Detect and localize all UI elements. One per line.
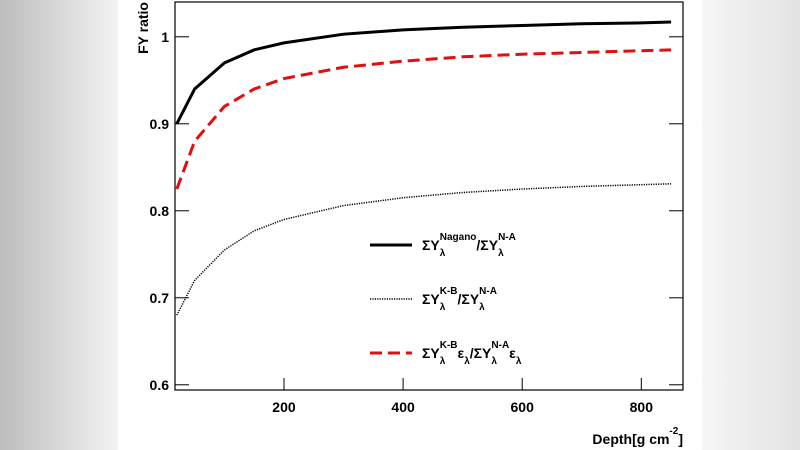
sub-part: λ <box>464 356 470 367</box>
text-part: ΣY <box>422 237 440 253</box>
text-part: Depth[g cm <box>592 431 669 447</box>
x-tick-label: 400 <box>391 399 415 415</box>
backdrop-right <box>700 0 800 450</box>
text-part: ΣY <box>422 345 440 361</box>
y-tick-label: 0.6 <box>150 377 170 393</box>
sub-part: λ <box>440 302 446 313</box>
y-axis-title: FY ratio <box>135 2 151 54</box>
figure-bg <box>118 0 702 450</box>
y-tick-label: 1 <box>161 29 169 45</box>
text-part: ε <box>509 345 516 361</box>
x-tick-label: 600 <box>511 399 535 415</box>
sub-part: λ <box>498 248 504 259</box>
backdrop-left <box>0 0 120 450</box>
sup-part: N-A <box>479 286 497 297</box>
text-part: ΣY <box>422 291 440 307</box>
text-part: ε <box>458 345 465 361</box>
x-axis-title: Depth[g cm-2] <box>592 426 683 447</box>
sub-part: λ <box>479 302 485 313</box>
y-tick-label: 0.8 <box>150 203 170 219</box>
x-tick-label: 200 <box>272 399 296 415</box>
sub-part: λ <box>440 356 446 367</box>
text-part: ] <box>678 431 683 447</box>
sub-part: λ <box>440 248 446 259</box>
series-line <box>175 20 672 125</box>
text-part: /ΣY <box>470 345 492 361</box>
x-tick-label: 800 <box>630 399 654 415</box>
text-part: /ΣY <box>458 291 480 307</box>
y-tick-label: 0.7 <box>150 290 170 306</box>
text-part: /ΣY <box>476 237 498 253</box>
legend-label: ΣYλK-B/ΣYλN-A <box>422 286 497 313</box>
series-line <box>175 48 672 190</box>
sup-part: N-A <box>491 340 509 351</box>
sub-part: λ <box>491 356 497 367</box>
sup-part: N-A <box>498 232 516 243</box>
sup-part: -2 <box>669 426 678 437</box>
plot-frame <box>174 1 684 391</box>
series-line <box>176 183 672 316</box>
sup-part: Nagano <box>440 232 477 243</box>
y-tick-label: 0.9 <box>150 116 170 132</box>
sup-part: K-B <box>440 340 458 351</box>
sub-part: λ <box>516 356 522 367</box>
sup-part: K-B <box>440 286 458 297</box>
legend-label: ΣYλNagano/ΣYλN-A <box>422 232 516 259</box>
legend-label: ΣYλK-Bελ/ΣYλN-Aελ <box>422 340 522 367</box>
